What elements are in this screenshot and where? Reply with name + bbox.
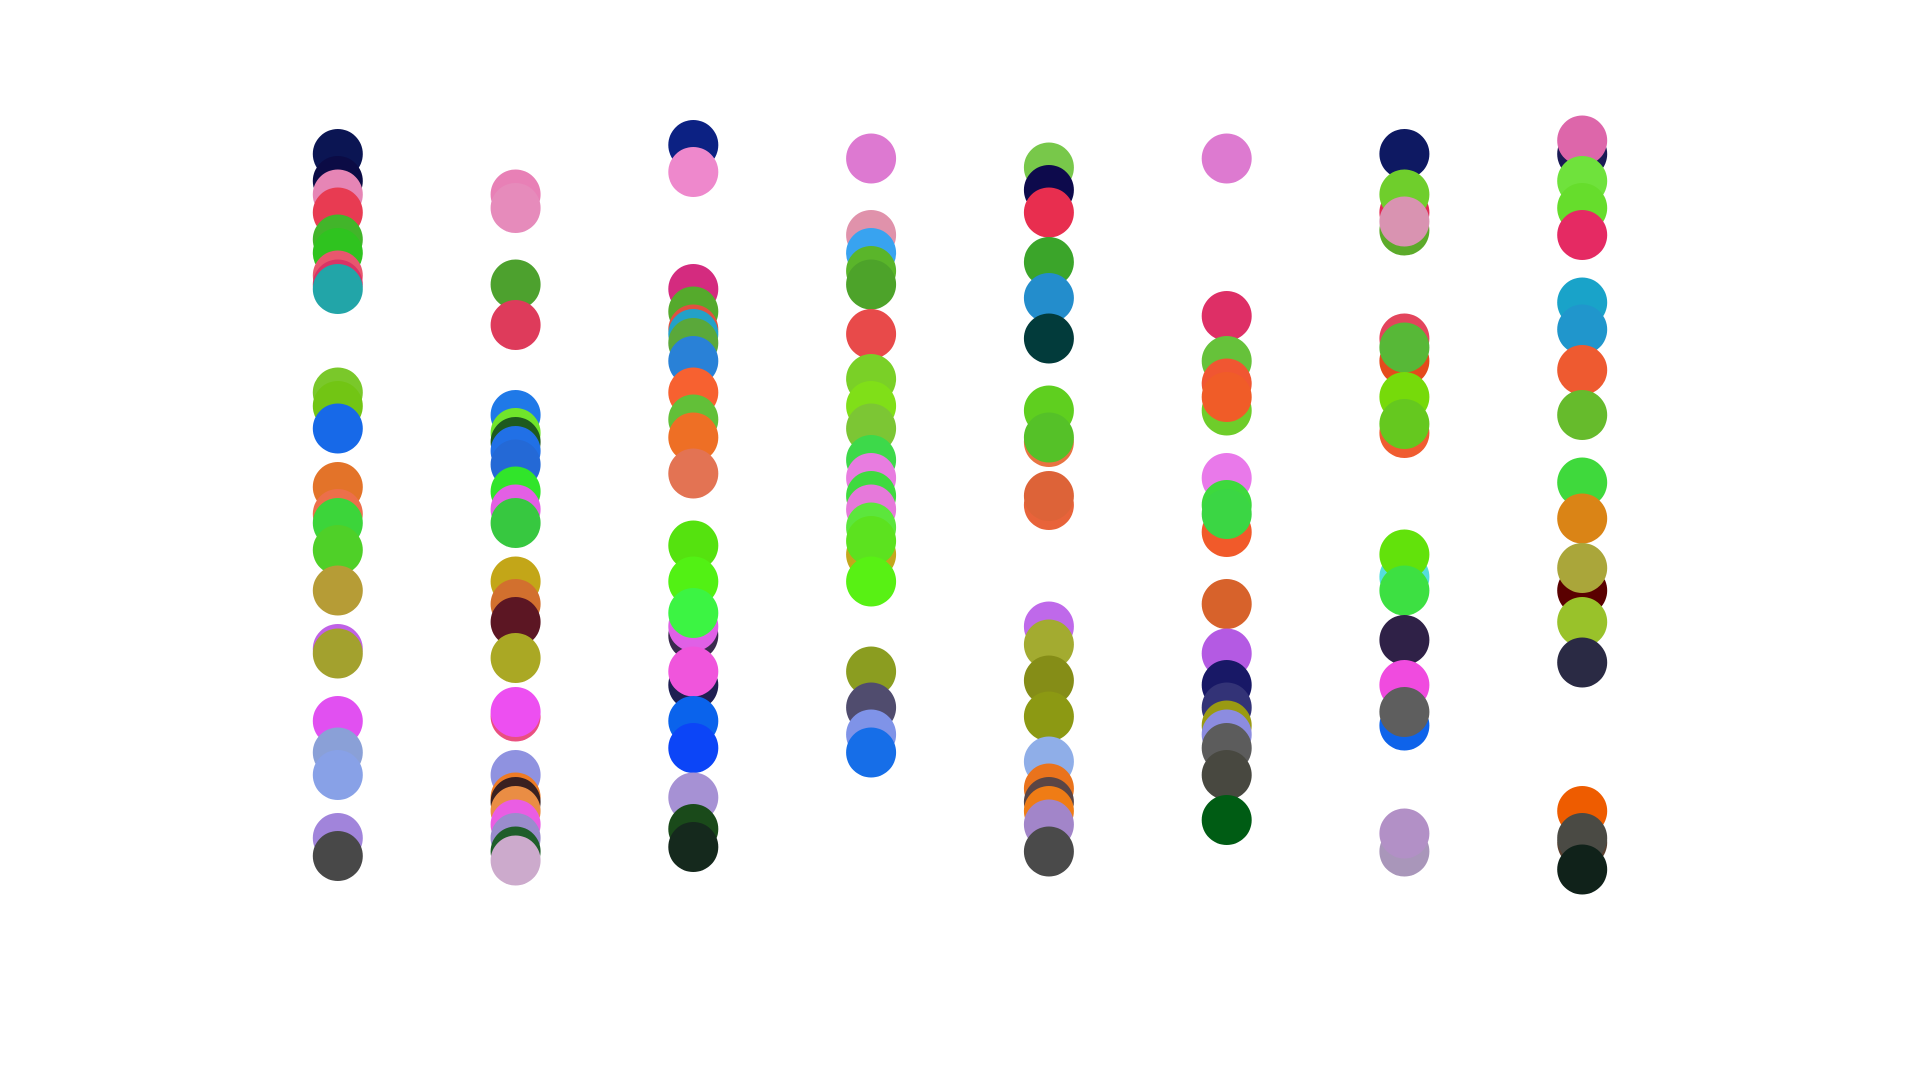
series-column-7 — [1379, 129, 1430, 877]
scatter-point — [846, 556, 897, 607]
scatter-point — [668, 723, 719, 773]
scatter-point — [846, 259, 897, 310]
scatter-point — [490, 498, 541, 548]
scatter-point — [490, 259, 541, 310]
scatter-point — [846, 516, 897, 566]
scatter-point — [1379, 687, 1430, 737]
scatter-point — [668, 646, 719, 697]
scatter-point — [1023, 412, 1074, 463]
scatter-point — [668, 588, 719, 638]
scatter-point — [490, 633, 541, 683]
scatter-point — [1201, 291, 1252, 341]
scatter-point — [1557, 457, 1608, 508]
scatter-point — [1557, 844, 1608, 895]
scatter-point — [1557, 637, 1608, 688]
scatter-point — [490, 687, 541, 737]
scatter-point — [1557, 304, 1608, 355]
scatter-point — [1201, 579, 1252, 629]
scatter-point — [846, 133, 897, 184]
scatter-point — [1379, 529, 1430, 580]
scatter-point — [1557, 597, 1608, 647]
series-column-2 — [490, 169, 541, 886]
scatter-point — [312, 525, 363, 575]
scatter-point — [1201, 795, 1252, 845]
scatter-point — [1201, 489, 1252, 539]
scatter-point — [490, 597, 541, 647]
scatter-point — [1557, 493, 1608, 544]
scatter-point — [1379, 322, 1430, 373]
scatter-point — [1023, 273, 1074, 323]
scatter-point — [1379, 399, 1430, 449]
scatter-point — [846, 727, 897, 778]
scatter-point — [312, 264, 363, 314]
scatter-point — [1379, 615, 1430, 665]
scatter-point — [1023, 655, 1074, 706]
scatter-point — [668, 412, 719, 463]
scatter-point — [668, 448, 719, 499]
scatter-point — [312, 403, 363, 454]
series-column-6 — [1201, 133, 1252, 845]
scatter-point — [1557, 210, 1608, 260]
scatter-point — [1557, 345, 1608, 395]
series-column-8 — [1557, 115, 1608, 895]
scatter-point — [668, 822, 719, 872]
series-column-4 — [846, 133, 897, 778]
scatter-point — [1023, 619, 1074, 670]
scatter-point — [1379, 565, 1430, 616]
scatter-point — [1201, 750, 1252, 800]
plot-area — [312, 115, 1608, 895]
series-column-3 — [668, 120, 719, 872]
scatter-point — [312, 750, 363, 800]
scatter-point — [490, 835, 541, 886]
scatter-point — [1201, 372, 1252, 422]
scatter-point — [1379, 129, 1430, 179]
scatter-point — [1557, 543, 1608, 593]
scatter-point — [1557, 390, 1608, 440]
scatter-point — [846, 646, 897, 697]
scatter-point — [490, 300, 541, 350]
scatter-point — [846, 309, 897, 359]
scatter-point — [1023, 471, 1074, 521]
series-column-5 — [1023, 142, 1074, 877]
scatter-point — [1023, 313, 1074, 364]
scatter-point — [668, 147, 719, 197]
scatter-point — [312, 565, 363, 616]
scatter-point — [1023, 691, 1074, 742]
scatter-point — [312, 628, 363, 679]
scatter-point — [1023, 237, 1074, 287]
scatter-point — [1023, 187, 1074, 238]
scatter-point — [1201, 133, 1252, 184]
scatter-point — [312, 831, 363, 881]
scatter-point — [1379, 808, 1430, 859]
scatter-point — [1023, 826, 1074, 877]
scatter-point — [668, 520, 719, 571]
scatter-point — [1557, 115, 1608, 166]
scatter-point — [1379, 196, 1430, 247]
scatter-point — [490, 183, 541, 233]
series-column-1 — [312, 129, 363, 881]
